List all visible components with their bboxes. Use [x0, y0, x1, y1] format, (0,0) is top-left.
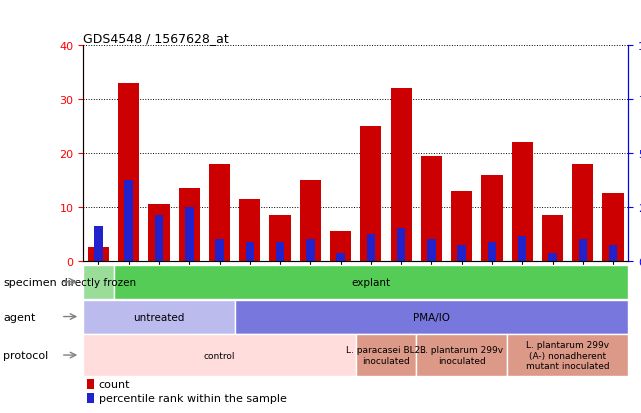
Text: percentile rank within the sample: percentile rank within the sample — [99, 394, 287, 404]
Bar — [88, 247, 109, 261]
Text: protocol: protocol — [3, 350, 49, 360]
Bar — [83, 300, 235, 334]
Bar — [451, 191, 472, 261]
Bar — [542, 215, 563, 261]
Bar — [416, 335, 507, 376]
Bar — [239, 199, 260, 261]
Bar — [548, 253, 557, 261]
Bar — [235, 300, 628, 334]
Bar — [572, 164, 594, 261]
Bar — [512, 143, 533, 261]
Bar — [269, 215, 290, 261]
Bar — [330, 231, 351, 261]
Text: untreated: untreated — [133, 312, 185, 322]
Text: agent: agent — [3, 312, 36, 322]
Bar — [87, 379, 94, 389]
Bar — [390, 89, 412, 261]
Bar — [337, 253, 345, 261]
Bar — [360, 127, 381, 261]
Bar — [579, 240, 587, 261]
Bar — [209, 164, 230, 261]
Text: directly frozen: directly frozen — [61, 277, 136, 287]
Bar — [300, 180, 321, 261]
Bar — [609, 245, 617, 261]
Bar — [87, 393, 94, 403]
Bar — [185, 207, 194, 261]
Text: specimen: specimen — [3, 277, 57, 287]
Bar — [179, 188, 200, 261]
Text: count: count — [99, 379, 130, 389]
Bar — [276, 242, 285, 261]
Text: explant: explant — [351, 277, 390, 287]
Bar — [367, 234, 375, 261]
Bar — [246, 242, 254, 261]
Bar — [603, 194, 624, 261]
Bar — [83, 335, 356, 376]
Bar — [458, 245, 466, 261]
Bar — [154, 215, 163, 261]
Text: control: control — [204, 351, 235, 360]
Text: GDS4548 / 1567628_at: GDS4548 / 1567628_at — [83, 32, 229, 45]
Bar — [507, 335, 628, 376]
Text: L. paracasei BL23
inoculated: L. paracasei BL23 inoculated — [346, 346, 426, 365]
Bar — [215, 240, 224, 261]
Bar — [518, 237, 526, 261]
Bar — [149, 204, 170, 261]
Text: L. plantarum 299v
inoculated: L. plantarum 299v inoculated — [420, 346, 503, 365]
Bar — [124, 180, 133, 261]
Text: L. plantarum 299v
(A-) nonadherent
mutant inoculated: L. plantarum 299v (A-) nonadherent mutan… — [526, 340, 610, 370]
Bar — [356, 335, 416, 376]
Bar — [427, 240, 436, 261]
Bar — [83, 265, 113, 299]
Bar — [94, 226, 103, 261]
Text: PMA/IO: PMA/IO — [413, 312, 450, 322]
Bar — [481, 175, 503, 261]
Bar — [397, 229, 405, 261]
Bar — [488, 242, 496, 261]
Bar — [118, 84, 139, 261]
Bar — [306, 240, 315, 261]
Bar — [421, 156, 442, 261]
